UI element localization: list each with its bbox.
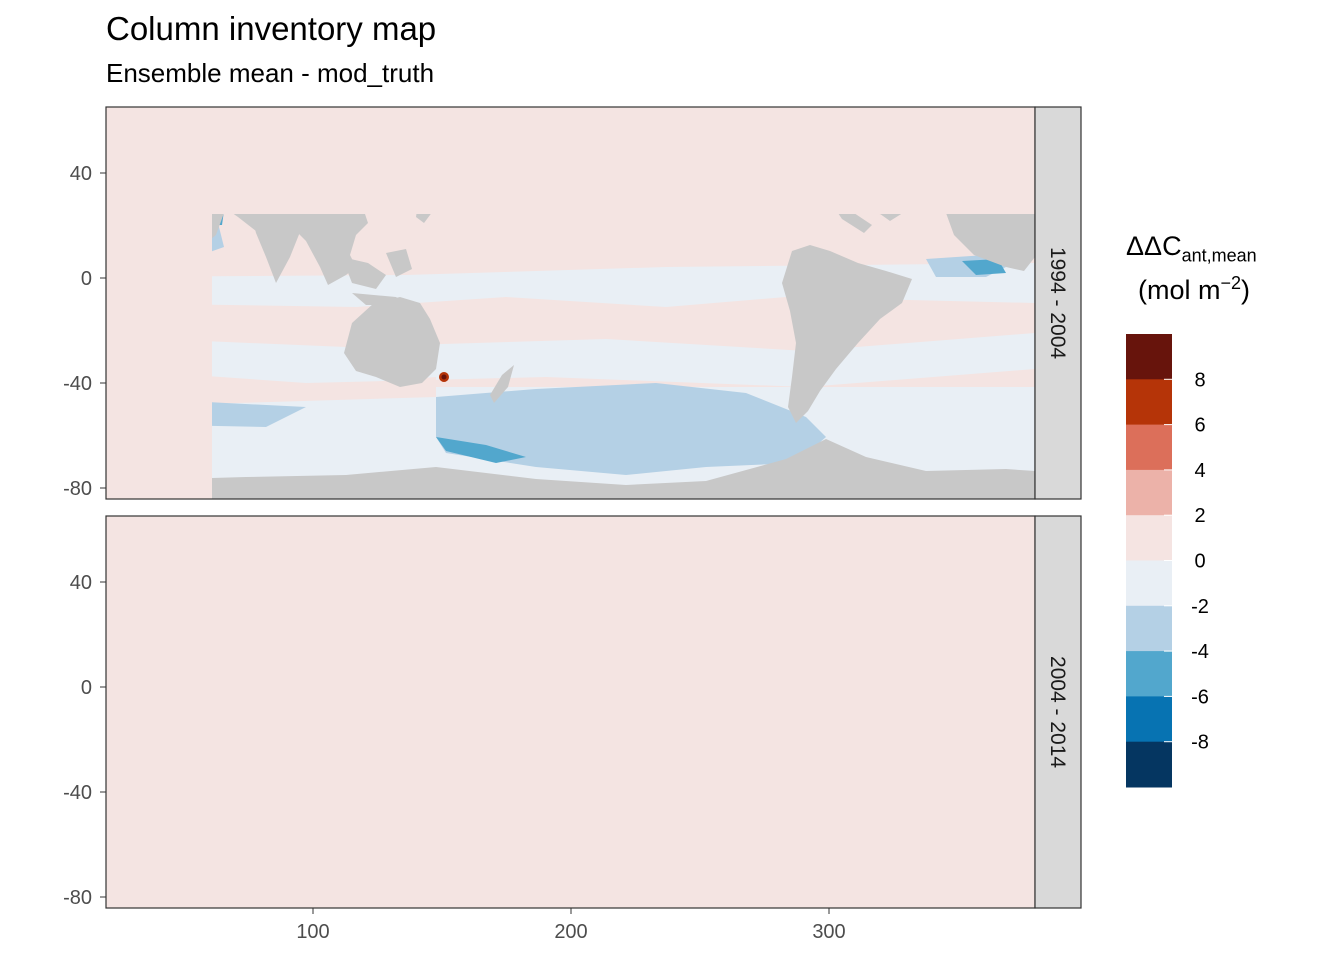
legend-unit-exponent: −2: [1220, 273, 1242, 294]
legend-unit-line: (mol m−2): [1126, 270, 1257, 312]
panel-1-strip: [1034, 106, 1082, 500]
legend-symbol-line: ΔΔCant,mean: [1126, 226, 1257, 270]
legend-swatch: [1126, 605, 1172, 652]
legend-tick-label: -6: [1191, 686, 1209, 708]
x-axis: 100 200 300: [296, 908, 846, 943]
legend-swatch: [1126, 469, 1172, 516]
legend-subscript: ant,mean: [1181, 245, 1257, 266]
legend-title: ΔΔCant,mean (mol m−2): [1126, 226, 1257, 312]
legend-swatch: [1126, 334, 1172, 380]
legend-tick-label: 2: [1194, 505, 1205, 527]
legend-swatch: [1126, 515, 1172, 561]
legend-tick-label: 8: [1194, 369, 1205, 391]
p1-eq-atlantic-mid-blue: [962, 259, 1006, 275]
legend-symbol: ΔΔC: [1126, 231, 1182, 261]
legend-tick-label: -2: [1191, 596, 1209, 618]
panel-2-strip-label: 2004 - 2014: [1046, 656, 1069, 768]
chart-title: Column inventory map: [106, 10, 437, 47]
legend-tick-label: 0: [1194, 551, 1205, 573]
legend-tick-label: 6: [1194, 415, 1205, 437]
y-axis-panel-1: 40 0 -40 -80: [63, 163, 106, 500]
y-axis-panel-2: 40 0 -40 -80: [63, 572, 106, 909]
p1-southern-indian-blue: [212, 402, 306, 427]
y-tick-label: 0: [81, 677, 92, 699]
y-tick-label: 40: [70, 163, 92, 185]
legend-unit-prefix: (mol m: [1138, 275, 1221, 306]
p1-southern-pacific-blue: [436, 383, 826, 475]
y-tick-label: -80: [63, 887, 92, 909]
panel-2-ocean-background: [106, 516, 1035, 908]
legend-tick-label: -4: [1191, 641, 1209, 663]
y-tick-label: -40: [63, 782, 92, 804]
p1-tasman-dark-blue: [436, 437, 526, 463]
legend-swatch: [1126, 651, 1172, 697]
legend-labels: 8 6 4 2 0 -2 -4 -6 -8: [1191, 369, 1209, 753]
p1-tasman-hotspot-core: [441, 374, 447, 380]
panel-2-strip: [1034, 515, 1082, 909]
legend-tick-label: -8: [1191, 732, 1209, 754]
legend-swatch: [1126, 741, 1172, 788]
legend-swatch: [1126, 696, 1172, 743]
y-tick-label: 0: [81, 268, 92, 290]
legend-tick-label: 4: [1194, 460, 1205, 482]
panel-1994-2004: 1994 - 2004: [105, 106, 1082, 500]
legend-swatch: [1126, 424, 1172, 471]
y-tick-label: 40: [70, 572, 92, 594]
chart-subtitle: Ensemble mean - mod_truth: [106, 58, 435, 88]
panel-1-strip-label: 1994 - 2004: [1046, 247, 1069, 359]
p1-southern-ocean-pink: [212, 377, 436, 404]
panel-2004-2014: 2004 - 2014: [105, 515, 1082, 909]
legend-swatch: [1126, 379, 1172, 426]
x-tick-label: 300: [812, 921, 845, 943]
legend-colorbar: [1126, 334, 1172, 788]
x-tick-label: 200: [554, 921, 587, 943]
legend-swatch: [1126, 560, 1172, 607]
y-tick-label: -80: [63, 478, 92, 500]
legend-unit-suffix: ): [1241, 275, 1251, 306]
y-tick-label: -40: [63, 373, 92, 395]
x-tick-label: 100: [296, 921, 329, 943]
